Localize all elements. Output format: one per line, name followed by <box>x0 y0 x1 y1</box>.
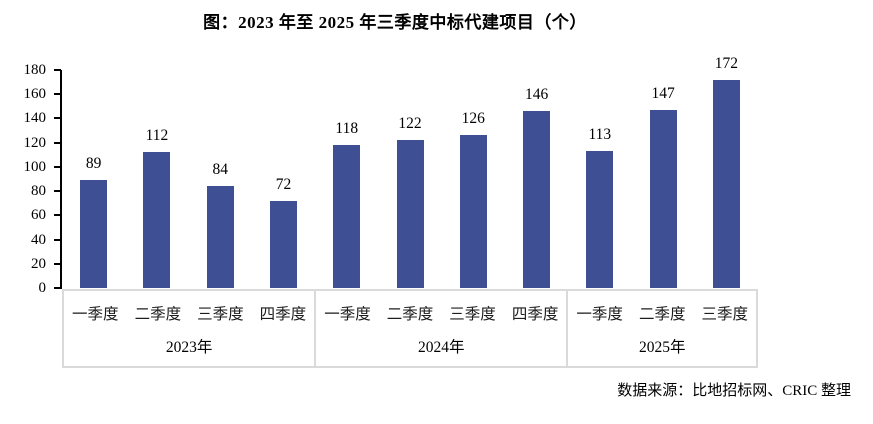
y-axis-tick <box>54 117 61 120</box>
y-axis-tick-label: 20 <box>31 255 46 272</box>
bar-value-label: 112 <box>145 127 169 145</box>
y-axis-tick-label: 180 <box>23 62 47 78</box>
quarter-label: 三季度 <box>197 306 244 323</box>
x-axis-year-group: 一季度 二季度 三季度 四季度 2024年 <box>314 291 566 366</box>
year-label: 2024年 <box>418 339 465 356</box>
year-label: 2023年 <box>165 339 213 356</box>
bar-value-label: 89 <box>85 155 102 173</box>
bar-value-label: 147 <box>651 84 675 102</box>
bar-slot: 126 <box>442 70 505 288</box>
quarter-label: 二季度 <box>134 306 182 323</box>
bar-value-label: 122 <box>398 115 422 133</box>
y-axis-tick <box>54 190 61 193</box>
y-axis-tick-label: 80 <box>31 183 46 200</box>
y-axis-tick <box>54 287 61 289</box>
bar-slot: 146 <box>505 70 568 288</box>
y-axis-tick-label: 60 <box>31 207 46 224</box>
bar <box>649 109 677 288</box>
bar-group: 113 147 172 <box>568 55 758 288</box>
bar <box>459 135 487 288</box>
quarter-label: 一季度 <box>324 306 371 323</box>
quarter-label: 一季度 <box>576 306 623 323</box>
quarter-label: 二季度 <box>638 306 686 323</box>
bar-slot: 118 <box>315 70 378 288</box>
quarter-label: 二季度 <box>386 306 434 323</box>
bar-value-label: 146 <box>524 86 549 104</box>
y-axis-tick <box>54 141 61 144</box>
y-axis-tick-label: 120 <box>23 134 47 151</box>
chart-title: 图：2023 年至 2025 年三季度中标代建项目（个） <box>203 13 587 32</box>
y-axis-tick-label: 40 <box>31 231 46 248</box>
y-axis-tick <box>54 93 61 96</box>
bar-slot: 112 <box>125 70 188 288</box>
bar-value-label: 118 <box>335 120 359 138</box>
y-axis-tick-label: 140 <box>23 110 47 127</box>
quarter-labels-row: 一季度 二季度 三季度 四季度 <box>64 298 314 328</box>
bar-slot: 84 <box>189 70 252 288</box>
bar-slot: 147 <box>631 70 694 288</box>
bar <box>523 111 551 288</box>
y-axis-line <box>60 70 62 289</box>
bar-slot: 172 <box>695 55 758 288</box>
y-axis-tick <box>54 262 61 265</box>
quarter-label: 四季度 <box>259 306 307 323</box>
quarter-label: 三季度 <box>449 306 496 323</box>
bar <box>586 151 614 288</box>
bar-slot: 113 <box>568 70 631 288</box>
bar-slot: 89 <box>62 70 125 288</box>
bar-slot: 72 <box>252 70 315 288</box>
bar-value-label: 172 <box>714 54 738 72</box>
bar <box>269 200 297 288</box>
y-axis-tick <box>54 165 61 168</box>
y-axis-tick-label: 160 <box>23 86 47 103</box>
bar-value-label: 84 <box>212 161 228 179</box>
quarter-label: 三季度 <box>701 306 748 323</box>
bar <box>712 79 740 288</box>
plot-area: 89 112 84 72 118 122 126 146 113 147 172 0 20 40 60 80… <box>24 55 758 296</box>
bar <box>333 145 361 288</box>
bar-value-label: 72 <box>275 175 292 193</box>
quarter-label: 四季度 <box>511 306 559 323</box>
quarter-label: 一季度 <box>72 306 119 323</box>
bar-chart: 89 112 84 72 118 122 126 146 113 147 172 0 20 40 60 80… <box>24 55 758 368</box>
quarter-labels-row: 一季度 二季度 三季度 四季度 <box>316 298 566 328</box>
y-axis-tick-label: 100 <box>23 158 47 175</box>
bar-group: 89 112 84 72 <box>62 70 315 288</box>
y-axis-tick <box>54 238 61 241</box>
year-label: 2025年 <box>638 339 686 356</box>
bar <box>80 180 108 288</box>
x-axis-year-group: 一季度 二季度 三季度 2025年 <box>566 291 756 366</box>
bar-value-label: 126 <box>461 110 485 128</box>
bar <box>206 186 234 288</box>
bar-value-label: 113 <box>588 126 612 144</box>
bar-group: 118 122 126 146 <box>315 70 568 288</box>
bar-slot: 122 <box>378 70 441 288</box>
y-axis-tick-label: 0 <box>38 280 47 296</box>
bar <box>143 152 171 288</box>
data-source-note: 数据来源：比地招标网、CRIC 整理 <box>617 383 851 399</box>
bars-container: 89 112 84 72 118 122 126 146 113 147 172 <box>62 55 758 288</box>
y-axis-tick <box>54 214 61 217</box>
x-axis-year-group: 一季度 二季度 三季度 四季度 2023年 <box>64 291 314 366</box>
bar <box>396 140 424 288</box>
y-axis-tick <box>54 69 61 71</box>
quarter-labels-row: 一季度 二季度 三季度 <box>568 298 756 328</box>
x-axis-label-box: 一季度 二季度 三季度 四季度 2023年 一季度 二季度 三季度 四季度 2024年 一季度 二季度… <box>62 289 758 368</box>
